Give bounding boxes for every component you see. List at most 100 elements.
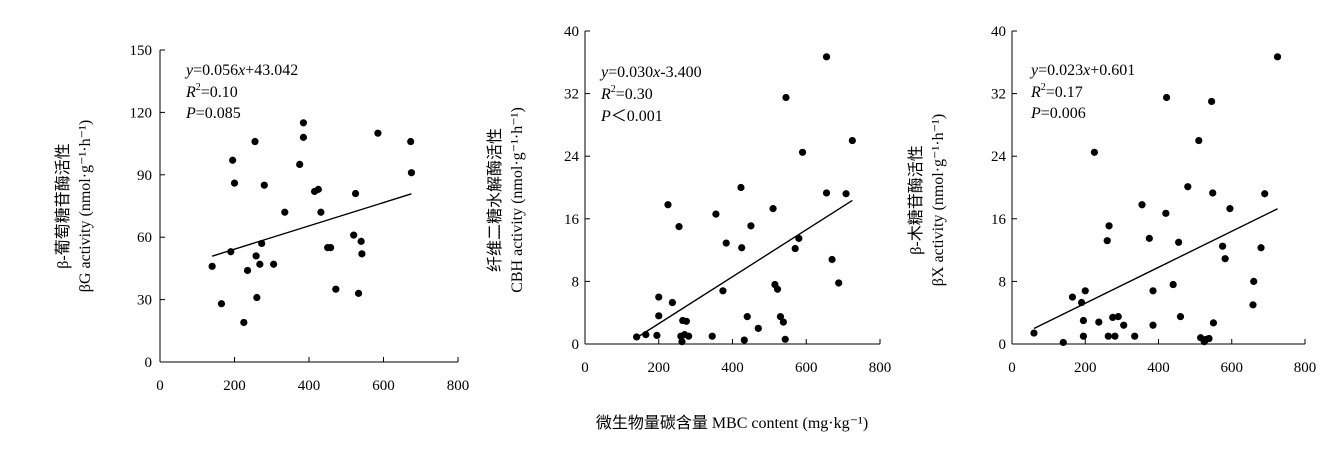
data-point: [664, 201, 672, 209]
data-point: [1104, 332, 1112, 340]
y-axis-label-english: βG activity (nmol·g⁻¹·h⁻¹): [77, 120, 94, 292]
data-point: [675, 223, 683, 231]
data-point: [317, 208, 325, 216]
x-tick-label: 200: [1074, 360, 1097, 376]
data-point: [722, 239, 730, 247]
data-point: [227, 248, 235, 256]
data-point: [314, 185, 322, 193]
x-tick-label: 600: [795, 360, 818, 376]
data-point: [1131, 332, 1139, 340]
panel-bg-activity: 0 30 60 90 120 150 0 200 400 600 800 β-葡萄糖苷酶活性 βG …: [54, 43, 469, 394]
data-point: [1249, 301, 1257, 309]
data-point: [1090, 148, 1099, 156]
x-tick-label: 0: [1008, 360, 1016, 376]
data-point: [708, 332, 716, 340]
data-point: [642, 331, 650, 339]
data-point: [798, 148, 807, 156]
data-point: [743, 313, 751, 321]
y-axis-label-chinese: β-葡萄糖苷酶活性: [54, 143, 72, 268]
data-point: [822, 53, 831, 61]
p-value-label: P＜0.001: [600, 108, 663, 125]
data-point: [358, 250, 366, 258]
data-point: [407, 169, 416, 177]
data-point: [1162, 209, 1170, 217]
data-point: [1209, 189, 1217, 197]
y-tick-label: 0: [999, 337, 1007, 353]
data-point: [685, 332, 693, 340]
data-point: [719, 287, 727, 295]
data-point: [217, 300, 226, 308]
data-point: [747, 222, 755, 230]
y-tick-label: 8: [999, 274, 1007, 290]
data-point: [678, 338, 686, 346]
regression-line: [211, 193, 412, 257]
data-point: [299, 119, 308, 127]
regression-equation: y=0.023x+0.601: [1029, 62, 1135, 79]
y-tick-label: 0: [145, 355, 153, 371]
p-value-label: P=0.006: [1030, 105, 1086, 122]
plot-area: 0 30 60 90 120 150 0 200 400 600 800: [130, 43, 470, 394]
data-point: [332, 285, 340, 293]
data-point: [1079, 332, 1088, 340]
y-tick-label: 30: [137, 293, 152, 309]
data-point: [668, 298, 676, 307]
data-point: [769, 205, 777, 213]
data-point: [1261, 190, 1269, 198]
data-point: [1273, 53, 1282, 61]
data-point: [1114, 313, 1122, 321]
data-point: [252, 252, 260, 260]
data-point: [1221, 255, 1229, 263]
data-point: [208, 262, 216, 270]
data-point: [773, 285, 782, 293]
data-point: [251, 137, 259, 146]
data-point: [243, 266, 252, 275]
data-point: [737, 183, 745, 192]
data-point: [1138, 201, 1146, 209]
data-point: [1176, 313, 1185, 321]
x-tick-label: 0: [581, 360, 589, 376]
data-point: [779, 318, 787, 326]
data-point: [1081, 287, 1089, 295]
data-point: [835, 279, 843, 287]
y-tick-label: 8: [572, 274, 580, 290]
data-point: [1195, 136, 1203, 145]
data-point: [253, 293, 261, 302]
data-point: [230, 179, 239, 187]
data-point: [781, 335, 789, 343]
x-tick-label: 400: [721, 360, 744, 376]
data-point: [1120, 321, 1128, 329]
data-point: [1226, 205, 1234, 213]
data-point: [1162, 93, 1171, 102]
data-point: [240, 318, 248, 327]
y-tick-label: 90: [137, 168, 152, 184]
data-point: [828, 255, 836, 264]
data-point: [296, 160, 304, 168]
data-point: [822, 189, 831, 197]
x-tick-label: 0: [156, 378, 164, 394]
shared-x-axis-label: 微生物量碳含量 MBC content (mg·kg⁻¹): [596, 414, 868, 432]
x-tick-label: 800: [869, 360, 892, 376]
data-point: [1209, 319, 1218, 327]
data-point: [260, 181, 268, 189]
y-axis-label-english: βX activity (nmol·g⁻¹·h⁻¹): [930, 114, 947, 286]
data-point: [299, 133, 308, 141]
regression-equation: y=0.056x+43.042: [184, 62, 298, 79]
y-tick-label: 32: [991, 87, 1006, 103]
data-point: [1250, 277, 1258, 285]
r-squared-label: R2=0.10: [185, 82, 238, 101]
data-point: [374, 129, 382, 137]
y-tick-label: 16: [991, 212, 1007, 228]
y-tick-label: 24: [564, 149, 580, 165]
data-point: [1218, 242, 1227, 250]
data-point: [655, 293, 663, 301]
data-point: [738, 244, 746, 252]
x-tick-label: 800: [447, 378, 470, 394]
y-axis-label-chinese: 纤维二糖水解酶活性: [486, 128, 504, 272]
data-point: [712, 210, 720, 218]
data-point: [357, 237, 365, 245]
y-tick-label: 40: [991, 24, 1006, 40]
data-point: [1184, 183, 1192, 191]
